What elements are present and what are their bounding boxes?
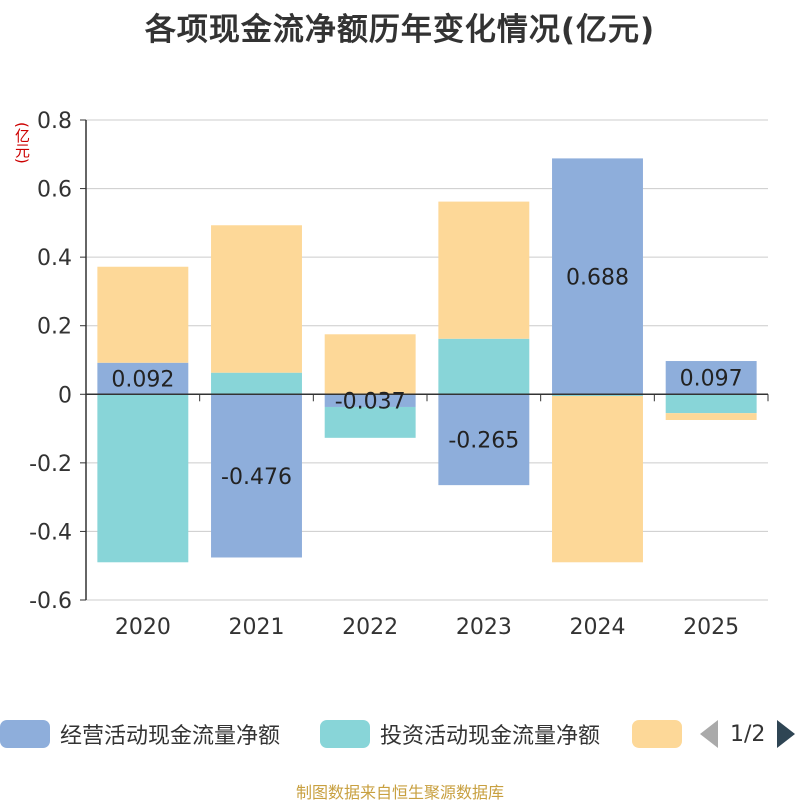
chart-title: 各项现金流净额历年变化情况(亿元) — [144, 12, 656, 48]
legend-swatch-operating — [0, 720, 50, 748]
legend-swatch-investing — [320, 720, 370, 748]
bar-2025-series-2[interactable] — [665, 413, 757, 420]
data-labels: 0.092 -0.476 -0.037 -0.265 0.688 0.097 — [111, 265, 742, 490]
bar-2020-series-2[interactable] — [97, 266, 189, 363]
bar-2023-series-1[interactable] — [438, 338, 530, 395]
bar-2023-series-0[interactable] — [438, 394, 530, 486]
legend-prev-icon[interactable] — [700, 720, 718, 748]
bar-2023-series-2[interactable] — [438, 201, 530, 339]
axes — [80, 119, 769, 601]
legend-label-investing: 投资活动现金流量净额 — [380, 724, 601, 749]
bar-2024-series-0[interactable] — [552, 158, 643, 395]
x-tick-label: 2025 — [683, 615, 739, 640]
data-label-2021: -0.476 — [221, 465, 292, 490]
y-tick-label: 0.8 — [37, 109, 72, 134]
data-label-2023: -0.265 — [448, 429, 519, 454]
y-tick-label: 0.6 — [37, 178, 72, 203]
legend-pager: 1/2 — [700, 716, 796, 752]
legend-page-indicator: 1/2 — [730, 721, 766, 747]
y-tick-label: 0.2 — [37, 315, 72, 340]
legend-item-operating[interactable]: 经营活动现金流量净额 — [0, 716, 280, 752]
y-tick-label: 0 — [58, 383, 72, 408]
data-label-2022: -0.037 — [335, 390, 406, 415]
x-tick-label: 2024 — [570, 615, 626, 640]
x-tick-label: 2021 — [229, 615, 285, 640]
data-label-2020: 0.092 — [111, 368, 174, 393]
x-tick-label: 2022 — [342, 615, 398, 640]
x-tick-label: 2020 — [115, 615, 171, 640]
bar-2020-series-0[interactable] — [97, 362, 189, 395]
bar-2022-series-1[interactable] — [324, 406, 416, 438]
bar-2025-series-1[interactable] — [665, 394, 757, 414]
bar-2021-series-0[interactable] — [211, 394, 302, 558]
y-tick-label: -0.6 — [29, 589, 72, 614]
x-tick-label: 2023 — [456, 615, 512, 640]
bar-2022-series-0[interactable] — [324, 394, 416, 407]
legend-item-investing[interactable]: 投资活动现金流量净额 — [320, 716, 600, 752]
data-label-2024: 0.688 — [566, 265, 629, 290]
legend-swatch-third — [632, 720, 682, 748]
legend-next-icon[interactable] — [777, 720, 796, 748]
bars — [97, 158, 757, 563]
legend-label-operating: 经营活动现金流量净额 — [60, 724, 281, 749]
bar-2021-series-1[interactable] — [211, 372, 302, 395]
bar-2020-series-1[interactable] — [97, 394, 189, 563]
legend: 经营活动现金流量净额 投资活动现金流量净额 — [0, 716, 800, 752]
bar-2022-series-2[interactable] — [324, 334, 416, 395]
y-tick-label: 0.4 — [37, 246, 72, 271]
bar-2024-series-2[interactable] — [552, 396, 643, 563]
y-axis-unit: (亿元) — [13, 122, 31, 164]
bar-2021-series-2[interactable] — [211, 225, 302, 373]
data-source-footer: 制图数据来自恒生聚源数据库 — [295, 783, 504, 802]
y-tick-label: -0.2 — [29, 452, 72, 477]
bar-2025-series-0[interactable] — [665, 361, 757, 395]
y-tick-label: -0.4 — [29, 520, 72, 545]
bar-2024-series-1[interactable] — [552, 394, 643, 396]
data-label-2025: 0.097 — [680, 367, 743, 392]
tick-labels: -0.6 -0.4 -0.2 0 0.2 0.4 0.6 0.8 2020 2021 2022 202… — [29, 109, 739, 640]
legend-item-third[interactable] — [632, 716, 692, 752]
